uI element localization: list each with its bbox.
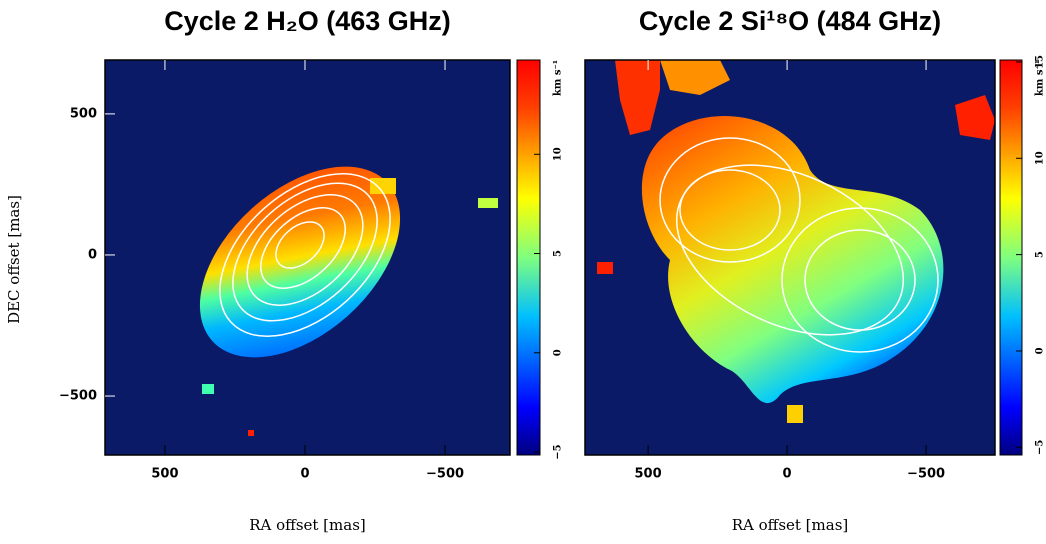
contour xyxy=(275,221,325,269)
emission-patch xyxy=(597,262,613,274)
x-tick-label: −500 xyxy=(907,467,945,482)
emission-patch xyxy=(202,384,214,394)
emission-region xyxy=(199,166,401,358)
colorbar-tick-label: 10 xyxy=(553,147,564,161)
plot-frame xyxy=(104,59,511,456)
x-axis-label: RA offset [mas] xyxy=(732,516,849,534)
colorbar-label: km s⁻¹ xyxy=(1035,60,1046,96)
x-axis-label: RA offset [mas] xyxy=(249,516,366,534)
emission-patch xyxy=(478,198,498,208)
contour xyxy=(246,194,364,306)
contour xyxy=(781,207,939,353)
emission-patch xyxy=(787,405,803,423)
contours xyxy=(219,173,391,337)
colorbar-tick-label: 5 xyxy=(1035,251,1046,258)
colorbar-label: km s⁻¹ xyxy=(553,60,564,96)
contour xyxy=(659,137,801,263)
x-tick-label: 500 xyxy=(151,467,178,482)
colorbar-tick-label: 0 xyxy=(1035,347,1046,354)
contours xyxy=(659,137,939,353)
plot-frame xyxy=(584,59,996,456)
colorbar xyxy=(999,59,1023,456)
contour xyxy=(804,229,916,331)
colorbar-tick-label: 5 xyxy=(553,250,564,257)
velocity-map xyxy=(585,60,995,455)
x-tick-label: 0 xyxy=(300,467,309,482)
chart-title: Cycle 2 Si¹⁸O (484 GHz) xyxy=(639,6,941,36)
contour xyxy=(679,169,781,251)
contour xyxy=(675,164,905,336)
y-tick-label: −500 xyxy=(59,389,97,404)
colorbar-tick-label: 0 xyxy=(553,349,564,356)
colorbar-tick-label: −5 xyxy=(1035,440,1046,455)
x-tick-label: −500 xyxy=(426,467,464,482)
emission-region xyxy=(641,116,944,404)
contour xyxy=(219,173,391,337)
x-tick-label: 500 xyxy=(635,467,662,482)
emission-patch xyxy=(660,60,730,95)
colorbar-tick-label: −5 xyxy=(553,444,564,459)
emission-patch xyxy=(370,178,396,194)
emission-patch xyxy=(248,430,254,436)
y-axis-label: DEC offset [mas] xyxy=(5,195,23,324)
y-tick-label: 500 xyxy=(70,106,97,121)
colorbar-tick-label: 15 xyxy=(1035,55,1046,69)
colorbar-tick-label: 10 xyxy=(1035,151,1046,165)
contour xyxy=(232,182,378,322)
contour xyxy=(260,207,346,289)
emission-patch xyxy=(955,95,995,140)
colorbar xyxy=(516,59,541,456)
emission-patch xyxy=(615,60,660,135)
velocity-map xyxy=(105,60,510,455)
x-tick-label: 0 xyxy=(783,467,792,482)
y-tick-label: 0 xyxy=(88,247,97,262)
chart-title: Cycle 2 H₂O (463 GHz) xyxy=(164,6,451,36)
